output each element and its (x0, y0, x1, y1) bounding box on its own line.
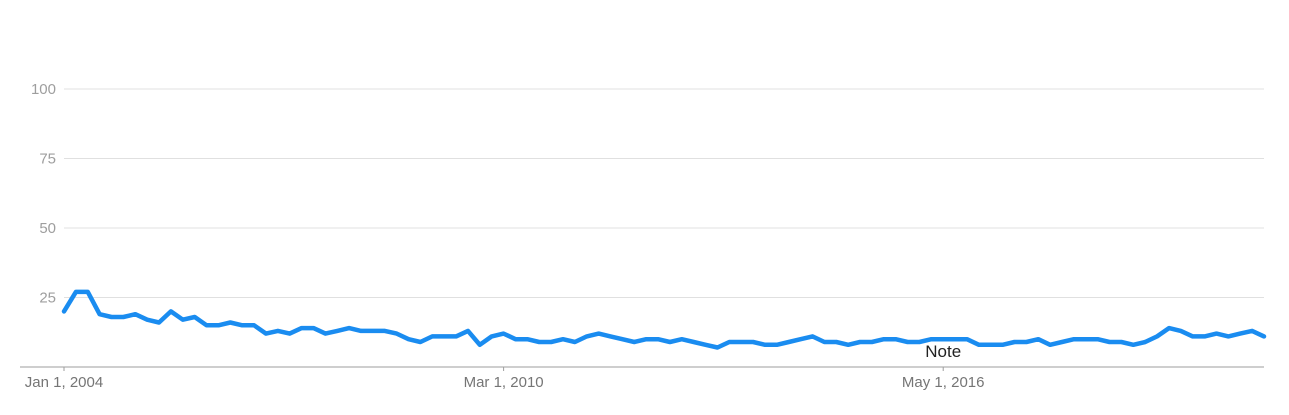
note-annotation[interactable]: Note (925, 342, 961, 361)
series-line-0 (61, 289, 1267, 350)
x-tick-label: Mar 1, 2010 (464, 374, 544, 391)
y-tick-label: 100 (31, 81, 56, 98)
y-tick-label: 75 (39, 151, 56, 168)
x-axis-ticks: Jan 1, 2004 Mar 1, 2010 May 1, 2016 (25, 367, 985, 391)
annotations: Note (925, 342, 961, 361)
y-axis-ticks: 25 50 75 100 (31, 81, 56, 307)
series (61, 289, 1267, 350)
x-tick-label: Jan 1, 2004 (25, 374, 103, 391)
y-tick-label: 25 (39, 290, 56, 307)
x-tick-label: May 1, 2016 (902, 374, 985, 391)
y-tick-label: 50 (39, 220, 56, 237)
gridlines (64, 88, 1264, 298)
